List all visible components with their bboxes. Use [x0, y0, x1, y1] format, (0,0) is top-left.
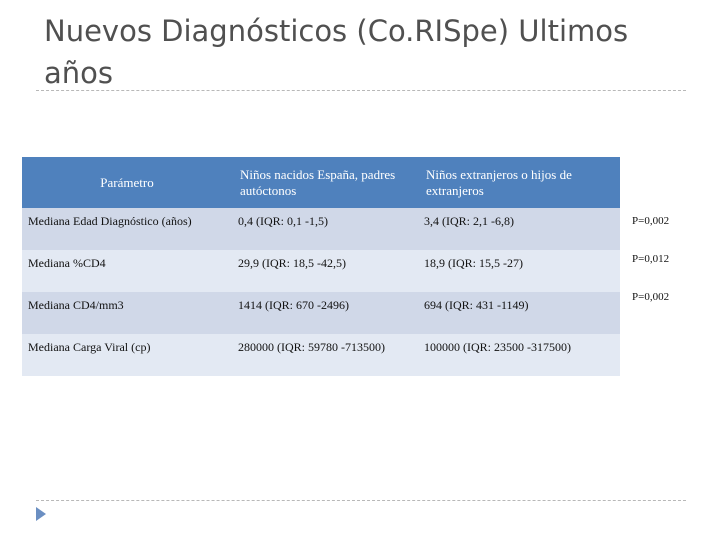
table-cell: 29,9 (IQR: 18,5 -42,5)	[232, 250, 418, 292]
table-cell: 280000 (IQR: 59780 -713500)	[232, 334, 418, 376]
header-cell: Parámetro	[22, 157, 232, 208]
bullet-icon	[36, 507, 46, 521]
table-cell: 694 (IQR: 431 -1149)	[418, 292, 620, 334]
table-cell: 100000 (IQR: 23500 -317500)	[418, 334, 620, 376]
divider	[36, 500, 686, 501]
slide-title: Nuevos Diagnósticos (Co.RISpe) Ultimos a…	[44, 14, 629, 90]
divider	[36, 90, 686, 91]
table-cell: Mediana CD4/mm3	[22, 292, 232, 334]
table-cell: Mediana Edad Diagnóstico (años)	[22, 208, 232, 250]
table-cell: 0,4 (IQR: 0,1 -1,5)	[232, 208, 418, 250]
table-cell: 1414 (IQR: 670 -2496)	[232, 292, 418, 334]
header-cell: Niños nacidos España, padres autóctonos	[232, 157, 418, 208]
table-cell: Mediana Carga Viral (cp)	[22, 334, 232, 376]
header-cell: Niños extranjeros o hijos de extranjeros	[418, 157, 620, 208]
table-row: Mediana Edad Diagnóstico (años) 0,4 (IQR:…	[22, 208, 620, 250]
p-value: P=0,002	[632, 215, 670, 227]
table-cell: 18,9 (IQR: 15,5 -27)	[418, 250, 620, 292]
p-value: P=0,012	[632, 253, 670, 265]
table-row: Mediana CD4/mm3 1414 (IQR: 670 -2496) 694 …	[22, 292, 620, 334]
table-row: Mediana Carga Viral (cp) 280000 (IQR: 597…	[22, 334, 620, 376]
table-cell: 3,4 (IQR: 2,1 -6,8)	[418, 208, 620, 250]
data-table: Parámetro Niños nacidos España, padres a…	[22, 157, 620, 376]
table-row: Mediana %CD4 29,9 (IQR: 18,5 -42,5) 18,9 (…	[22, 250, 620, 292]
table-cell: Mediana %CD4	[22, 250, 232, 292]
p-value: P=0,002	[632, 291, 670, 303]
header-row: Parámetro Niños nacidos España, padres a…	[22, 157, 620, 208]
